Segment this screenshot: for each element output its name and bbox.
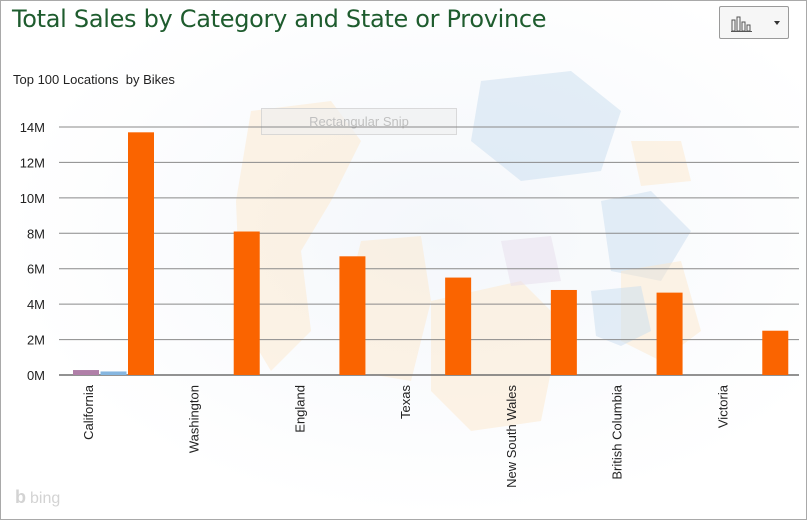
bing-watermark: b bing [15,487,60,508]
bar [73,370,99,375]
bar [762,330,789,375]
x-tick-label: Victoria [715,384,730,428]
y-tick-label: 2M [27,333,45,348]
bar [100,371,127,375]
y-tick-label: 6M [27,262,45,277]
bar [339,256,366,375]
bar [128,132,154,375]
x-tick-label: Texas [398,385,413,419]
snip-overlay-label: Rectangular Snip [261,108,457,135]
y-tick-label: 10M [20,191,45,206]
chart-title: Total Sales by Category and State or Pro… [12,5,547,33]
bing-logo-icon: b [15,487,26,507]
x-tick-label: Washington [187,385,202,453]
y-tick-label: 12M [20,155,45,170]
chevron-down-icon [774,21,780,25]
bar [656,292,683,375]
bar [233,231,260,375]
bing-watermark-text: bing [30,490,61,507]
y-tick-label: 0M [27,368,45,383]
x-tick-label: England [292,385,307,433]
chart-type-button[interactable] [719,6,789,39]
y-tick-label: 4M [27,297,45,312]
bar [550,289,577,375]
bar-chart-icon [731,16,752,32]
x-tick-label: New South Wales [504,385,519,488]
y-tick-label: 8M [27,226,45,241]
x-tick-label: British Columbia [610,384,625,479]
chart-subtitle: Top 100 Locations by Bikes [13,72,175,87]
bar [445,277,472,375]
x-tick-label: California [81,384,96,440]
y-tick-label: 14M [20,120,45,135]
